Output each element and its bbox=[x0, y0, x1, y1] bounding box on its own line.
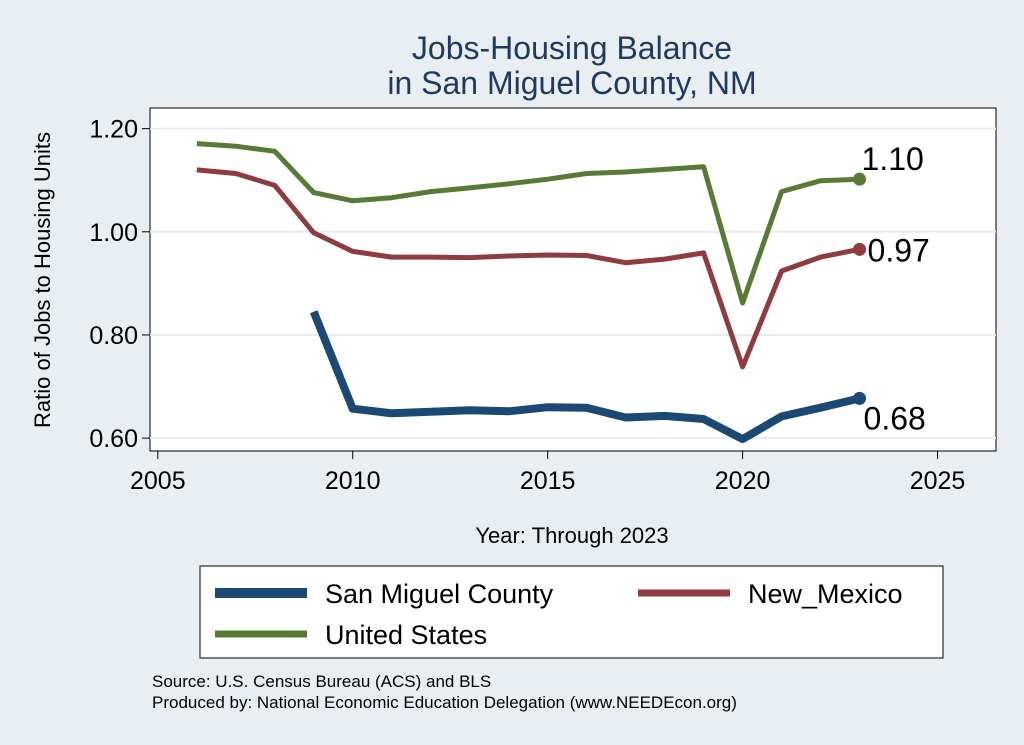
grid-lines bbox=[150, 127, 996, 440]
series-end-marker-1 bbox=[853, 242, 867, 256]
end-labels: 0.68 0.97 1.10 bbox=[853, 141, 930, 436]
source-note: Source: U.S. Census Bureau (ACS) and BLS bbox=[152, 672, 491, 691]
series-end-label-1: 0.97 bbox=[868, 232, 930, 268]
series-line-2 bbox=[196, 141, 860, 306]
series-end-marker-0 bbox=[853, 391, 867, 405]
x-tick-label: 2020 bbox=[715, 467, 771, 495]
series-end-label-0: 0.68 bbox=[864, 400, 926, 436]
y-tick-label: 0.80 bbox=[89, 322, 138, 350]
legend-label-2: United States bbox=[325, 620, 487, 650]
chart-title-line-1: Jobs-Housing Balance bbox=[412, 30, 732, 66]
x-tick-label: 2025 bbox=[910, 467, 966, 495]
x-axis-label: Year: Through 2023 bbox=[475, 523, 668, 548]
series-line-1 bbox=[196, 167, 860, 370]
y-tick-label: 0.60 bbox=[89, 425, 138, 453]
y-tick-label: 1.00 bbox=[89, 219, 138, 247]
legend-box bbox=[199, 565, 944, 659]
legend-label-0: San Miguel County bbox=[325, 579, 554, 609]
chart-title-line-2: in San Miguel County, NM bbox=[387, 65, 756, 101]
x-tick-label: 2015 bbox=[520, 467, 576, 495]
legend: San Miguel County New_Mexico United States bbox=[199, 565, 944, 659]
series-end-label-2: 1.10 bbox=[862, 141, 924, 177]
series-line-0 bbox=[309, 310, 861, 444]
y-axis-label: Ratio of Jobs to Housing Units bbox=[30, 132, 55, 428]
series-end-marker-2 bbox=[853, 172, 867, 186]
axes: 0.60 0.80 1.00 1.20 2005 2010 2015 2020 2025 bbox=[89, 116, 965, 495]
series-lines bbox=[196, 141, 861, 444]
producer-note: Produced by: National Economic Education… bbox=[152, 693, 737, 712]
legend-label-1: New_Mexico bbox=[748, 579, 903, 609]
x-tick-label: 2005 bbox=[130, 467, 186, 495]
y-tick-label: 1.20 bbox=[89, 116, 138, 144]
legend-entries: San Miguel County New_Mexico United States bbox=[215, 579, 903, 650]
x-tick-label: 2010 bbox=[325, 467, 381, 495]
